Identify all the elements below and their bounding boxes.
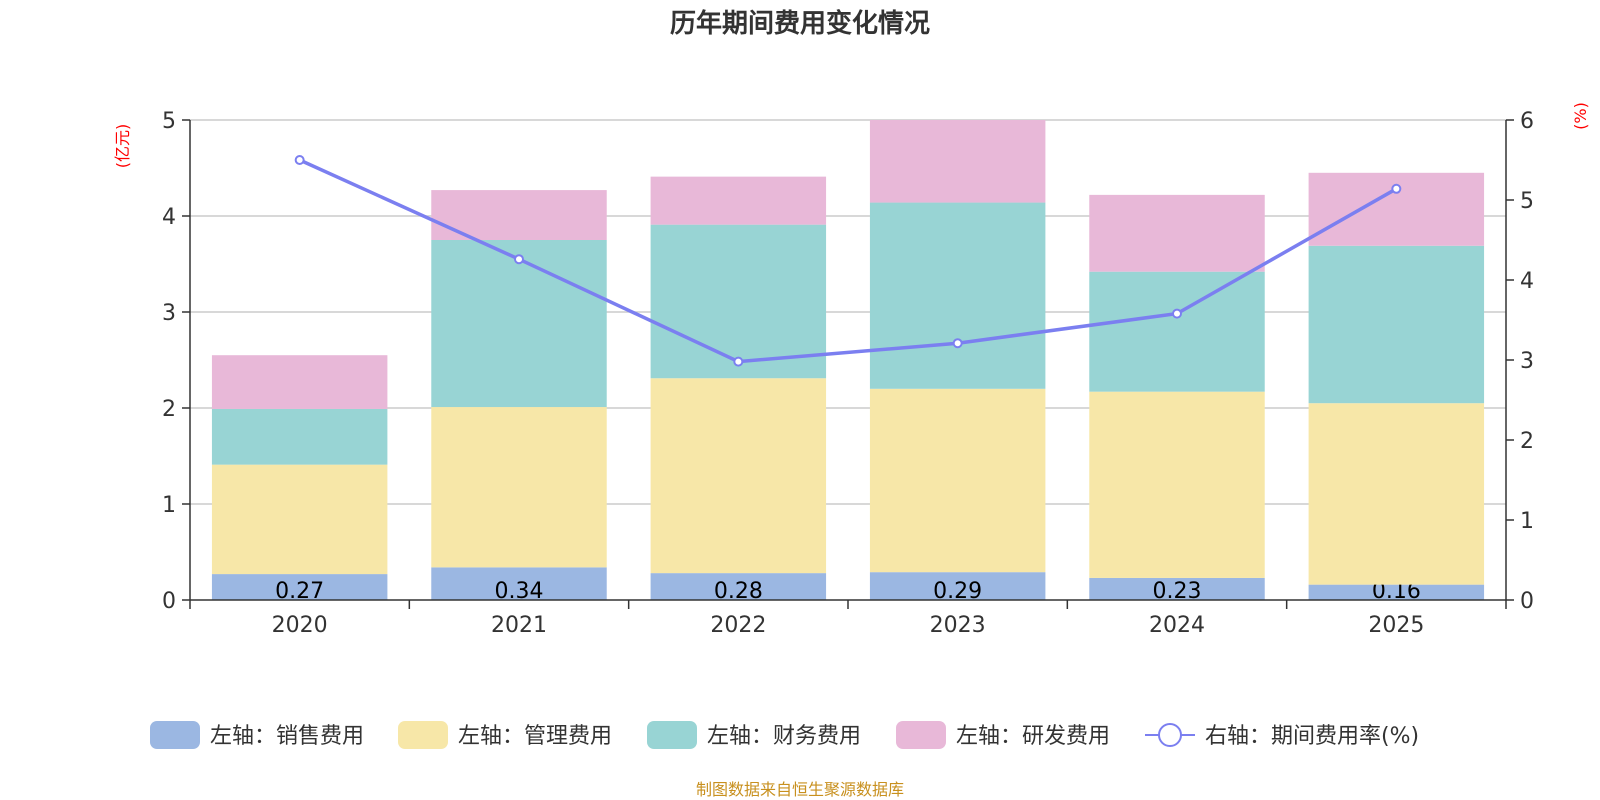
legend-swatch[interactable] — [150, 721, 200, 749]
x-axis-tick-label: 2023 — [930, 613, 986, 638]
legend-label[interactable]: 左轴：管理费用 — [458, 724, 612, 749]
left-axis-tick-label: 4 — [162, 205, 176, 230]
bar-segment — [431, 407, 607, 568]
bar-segment — [650, 378, 827, 574]
rate-line-path — [298, 158, 1398, 364]
legend-swatch[interactable] — [398, 721, 448, 749]
bar-segment — [211, 574, 388, 600]
bar-segment — [650, 573, 827, 600]
axes: 0 1 2 3 4 5 0 1 2 3 4 5 6 2020 2021 2022 2023 2024 2025 — [162, 109, 1534, 638]
legend-line-marker[interactable] — [1158, 723, 1182, 747]
left-axis-tick-label: 5 — [162, 109, 176, 134]
left-axis-tick-label: 3 — [162, 301, 176, 326]
right-axis-unit: (%) — [1571, 102, 1590, 130]
right-axis-tick-label: 0 — [1520, 589, 1534, 614]
x-axis-tick-label: 2024 — [1149, 613, 1205, 638]
bar-segment — [1308, 403, 1485, 585]
bar-segment — [431, 567, 607, 600]
legend-label[interactable]: 左轴：销售费用 — [210, 724, 364, 749]
right-axis-tick-label: 3 — [1520, 349, 1534, 374]
rate-point — [294, 155, 305, 165]
x-axis-tick-label: 2021 — [491, 613, 547, 638]
chart-title: 历年期间费用变化情况 — [670, 8, 930, 39]
bar-segment — [650, 224, 827, 379]
bar-segment — [869, 202, 1046, 389]
x-axis-tick-label: 2025 — [1368, 613, 1424, 638]
bar-segment — [1308, 245, 1485, 404]
legend: 左轴：销售费用 左轴：管理费用 左轴：财务费用 左轴：研发费用 右轴：期间费用率(%) — [150, 721, 1419, 749]
legend-swatch[interactable] — [896, 721, 946, 749]
right-axis-tick-label: 2 — [1520, 429, 1534, 454]
rate-point — [952, 338, 963, 349]
bar-segment — [1089, 271, 1265, 392]
right-axis-tick-label: 6 — [1520, 109, 1534, 134]
legend-label[interactable]: 右轴：期间费用率(%) — [1205, 724, 1419, 749]
bar-segment — [211, 464, 388, 575]
rate-point — [733, 356, 744, 367]
bar-segment — [1089, 194, 1265, 272]
bar-segment — [1308, 172, 1485, 246]
left-axis-tick-label: 1 — [162, 493, 176, 518]
right-axis-tick-label: 5 — [1520, 189, 1534, 214]
grid-lines — [190, 119, 1506, 505]
right-axis-tick-label: 1 — [1520, 509, 1534, 534]
bar-segment — [1089, 577, 1265, 600]
bar-segment — [869, 120, 1046, 203]
bar-segment — [869, 572, 1046, 600]
left-axis-tick-label: 2 — [162, 397, 176, 422]
right-axis-tick-label: 4 — [1520, 269, 1534, 294]
x-axis-tick-label: 2020 — [272, 613, 328, 638]
rate-point — [1391, 183, 1402, 194]
legend-swatch[interactable] — [647, 721, 697, 749]
rate-point — [1172, 308, 1182, 319]
left-axis-tick-label: 0 — [162, 589, 176, 614]
left-axis-unit: (亿元) — [113, 124, 132, 169]
legend-label[interactable]: 左轴：研发费用 — [956, 724, 1110, 749]
x-axis-tick-label: 2022 — [710, 613, 766, 638]
bar-segment — [431, 240, 607, 408]
bar-segment — [1089, 391, 1265, 578]
source-note: 制图数据来自恒生聚源数据库 — [696, 780, 904, 799]
bar-segment — [869, 388, 1046, 573]
bars: 0.27 0.34 0.28 0.29 0.23 0.16 — [211, 120, 1485, 604]
legend-label[interactable]: 左轴：财务费用 — [707, 724, 861, 749]
bar-segment — [211, 355, 388, 409]
bar-segment — [650, 176, 827, 225]
rate-line — [294, 155, 1402, 367]
bar-segment — [1308, 584, 1485, 600]
rate-point — [514, 254, 524, 265]
bar-segment — [211, 408, 388, 465]
